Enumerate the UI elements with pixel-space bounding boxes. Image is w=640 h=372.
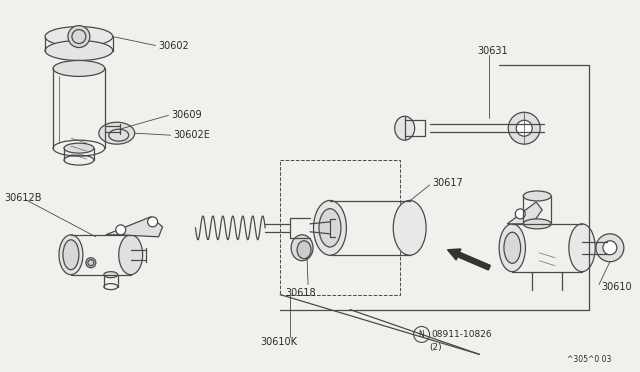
Text: 30609: 30609: [172, 110, 202, 120]
Ellipse shape: [45, 26, 113, 46]
Polygon shape: [106, 217, 163, 237]
Circle shape: [148, 217, 157, 227]
Ellipse shape: [499, 224, 525, 272]
Text: (2): (2): [429, 343, 442, 352]
Circle shape: [68, 26, 90, 48]
Circle shape: [86, 258, 96, 268]
Text: 08911-10826: 08911-10826: [431, 330, 492, 339]
Text: 30617: 30617: [433, 178, 463, 188]
Ellipse shape: [297, 241, 311, 259]
FancyArrow shape: [447, 249, 490, 270]
Circle shape: [515, 209, 525, 219]
Ellipse shape: [319, 209, 341, 247]
Ellipse shape: [395, 116, 415, 140]
Text: 30610: 30610: [601, 282, 632, 292]
Ellipse shape: [524, 191, 551, 201]
Polygon shape: [508, 202, 542, 224]
Ellipse shape: [393, 201, 426, 255]
Text: 30610K: 30610K: [260, 337, 297, 347]
Circle shape: [116, 225, 125, 235]
Ellipse shape: [64, 143, 94, 153]
Ellipse shape: [59, 235, 83, 275]
Circle shape: [603, 241, 617, 255]
Text: N: N: [419, 330, 424, 339]
Ellipse shape: [314, 201, 346, 255]
Text: 30612B: 30612B: [4, 193, 42, 203]
Ellipse shape: [524, 219, 551, 229]
Circle shape: [508, 112, 540, 144]
Ellipse shape: [504, 232, 521, 263]
Circle shape: [596, 234, 624, 262]
Text: 30602E: 30602E: [173, 130, 211, 140]
Ellipse shape: [119, 235, 143, 275]
Text: ^305^0 03: ^305^0 03: [567, 355, 611, 364]
Ellipse shape: [99, 122, 134, 144]
Ellipse shape: [53, 61, 105, 76]
Circle shape: [516, 120, 532, 136]
Text: 30631: 30631: [477, 45, 508, 55]
Text: 30618: 30618: [285, 288, 316, 298]
Ellipse shape: [45, 41, 113, 61]
Ellipse shape: [104, 272, 118, 278]
Text: 30602: 30602: [159, 41, 189, 51]
Bar: [280, 160, 400, 295]
Ellipse shape: [569, 224, 595, 272]
Ellipse shape: [291, 235, 313, 261]
Ellipse shape: [63, 240, 79, 270]
